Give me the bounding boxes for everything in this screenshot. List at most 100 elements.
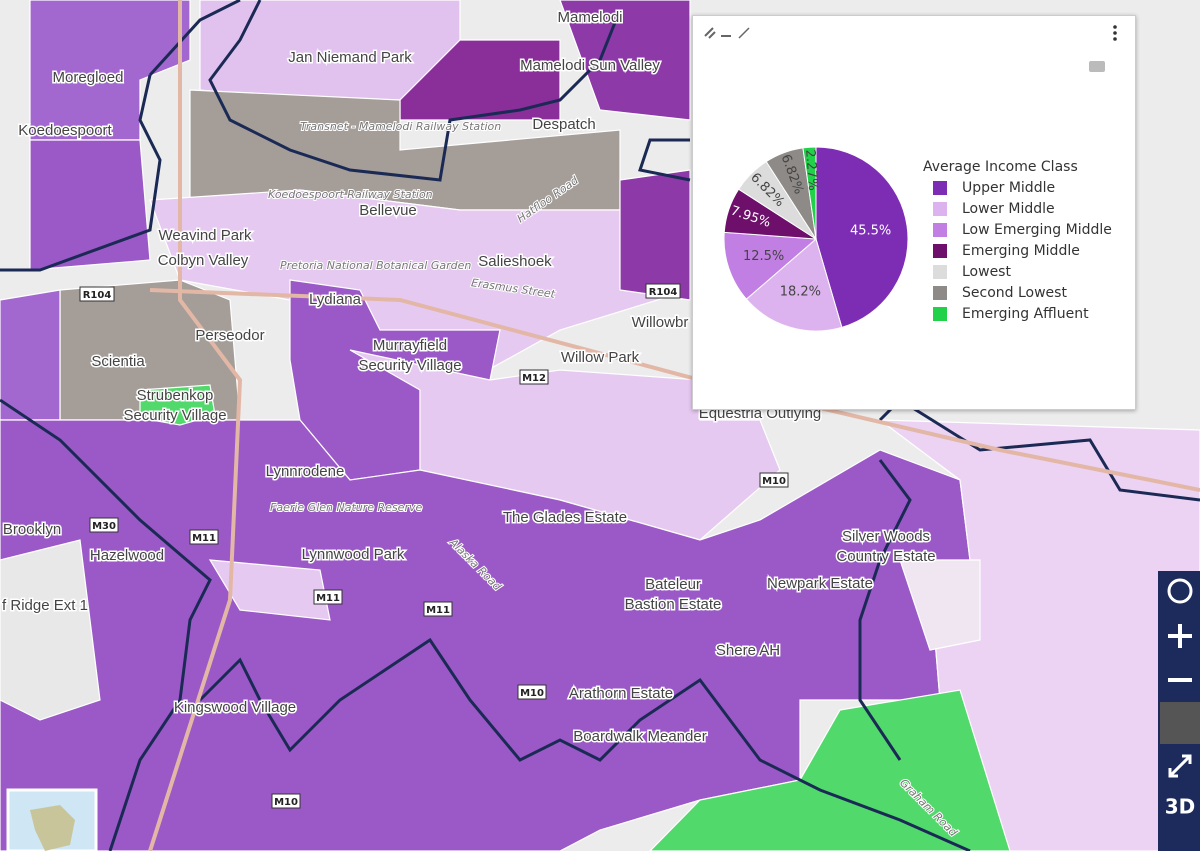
place-label: Kingswood Village (174, 699, 296, 716)
district (139, 384, 216, 426)
place-label: Country Estate (836, 548, 935, 565)
place-label: Willowbr (632, 314, 689, 331)
legend-swatch (933, 244, 947, 258)
road-shield: M10 (762, 476, 786, 487)
shield-box (271, 793, 301, 809)
boundary (0, 0, 241, 272)
boundary (0, 398, 212, 851)
pie-slice (815, 146, 909, 328)
slice-label: 12.5% (743, 249, 784, 264)
place-label: Security Village (123, 407, 226, 424)
shield-box (189, 529, 219, 545)
slice-label: 45.5% (850, 224, 891, 239)
place-label: Lynnrodene (266, 463, 345, 480)
locate-button[interactable] (1167, 578, 1193, 604)
place-label: Salieshoek (478, 253, 552, 270)
road-shields: R104 M12 M10 M11 M11 M10 M10 R104 M30 M1… (79, 283, 789, 809)
place-label: Weavind Park (158, 227, 252, 244)
menu-icon[interactable] (1113, 31, 1117, 35)
road-label: Koedoespoort Railway Station (268, 188, 433, 201)
legend-swatch (933, 181, 947, 195)
district (29, 139, 151, 271)
pie-slice (802, 146, 817, 240)
place-label: Arathorn Estate (569, 685, 673, 702)
district (619, 169, 691, 301)
legend-label: Emerging Middle (962, 243, 1080, 259)
place-label: Mamelodi Sun Valley (520, 57, 660, 74)
road-shield: M10 (274, 797, 298, 808)
place-label: Willow Park (561, 349, 640, 366)
road-shield: M11 (316, 593, 340, 604)
district (0, 289, 61, 421)
overview-land (30, 805, 75, 851)
place-label: Newpark Estate (767, 575, 873, 592)
place-label: Moregloed (53, 69, 124, 86)
boundary (208, 0, 622, 182)
place-label: Bellevue (359, 202, 417, 219)
legend-swatch (933, 307, 947, 321)
place-label: Brooklyn (3, 521, 61, 538)
legend-label: Upper Middle (962, 180, 1055, 196)
place-label: Despatch (532, 116, 595, 133)
legend-label: Lowest (962, 264, 1011, 280)
shield-box (313, 589, 343, 605)
legend-swatch (933, 265, 947, 279)
overview-map (6, 788, 98, 851)
road-shield: R104 (83, 290, 112, 301)
legend-swatch (933, 202, 947, 216)
legend-title: Average Income Class (923, 159, 1078, 175)
legend-swatch (933, 223, 947, 237)
boundary (638, 138, 691, 182)
shield-box (645, 283, 681, 299)
place-labels: Moregloed Koedoespoort Jan Niemand Park … (1, 7, 938, 746)
place-label: Bastion Estate (625, 596, 722, 613)
place-label: Boardwalk Meander (573, 728, 706, 745)
3d-button[interactable]: 3D (1165, 795, 1196, 819)
place-label: Security Village (358, 357, 461, 374)
place-label: Colbyn Valley (158, 252, 249, 269)
shield-box (423, 601, 453, 617)
road-shield: M30 (92, 521, 116, 532)
expand-icon[interactable] (738, 27, 750, 39)
place-label: Lynnwood Park (302, 546, 405, 563)
road-label: Faerie Glen Nature Reserve (270, 501, 422, 514)
place-label: Strubenkop (137, 387, 214, 404)
place-label: Koedoespoort (18, 122, 112, 139)
district (399, 39, 561, 121)
place-label: Mamelodi (557, 9, 622, 26)
place-label: Scientia (91, 353, 145, 370)
menu-icon[interactable] (1113, 37, 1117, 41)
place-label: Hazelwood (90, 547, 164, 564)
legend-label: Emerging Affluent (962, 306, 1089, 322)
road-label: Pretoria National Botanical Garden (280, 259, 471, 272)
road-shield: M12 (522, 373, 546, 384)
legend-label: Second Lowest (962, 285, 1067, 301)
map-controls: 3D (1158, 571, 1200, 851)
shield-box (519, 369, 549, 385)
zoom-in-button[interactable] (1168, 624, 1192, 648)
place-label: Bateleur (645, 576, 701, 593)
chart: 45.5%18.2%12.5%7.95%6.82%6.82%2.27% Avera… (704, 25, 1117, 332)
place-label: Silver Woods (842, 528, 930, 545)
road-shield: M11 (426, 605, 450, 616)
shield-box (79, 286, 115, 302)
slice-label: 2.27% (802, 149, 820, 191)
place-label: Lydiana (309, 291, 362, 308)
district (899, 559, 981, 651)
road-label: Transnet - Mamelodi Railway Station (300, 120, 501, 133)
place-label: Murrayfield (373, 337, 447, 354)
place-label: Perseodor (195, 327, 264, 344)
place-label: The Glades Estate (503, 509, 627, 526)
pie-slice (745, 238, 843, 332)
menu-icon[interactable] (1113, 25, 1117, 29)
pin-icon[interactable] (704, 27, 716, 39)
camera-icon[interactable] (1089, 61, 1105, 72)
fullscreen-button[interactable] (1160, 702, 1200, 744)
shield-box (89, 517, 119, 533)
boundary (198, 637, 971, 851)
road-line (148, 0, 243, 851)
boundary (858, 459, 912, 761)
shield-box (759, 472, 789, 488)
road-shield: M10 (520, 688, 544, 699)
expand-button[interactable] (1168, 754, 1192, 778)
